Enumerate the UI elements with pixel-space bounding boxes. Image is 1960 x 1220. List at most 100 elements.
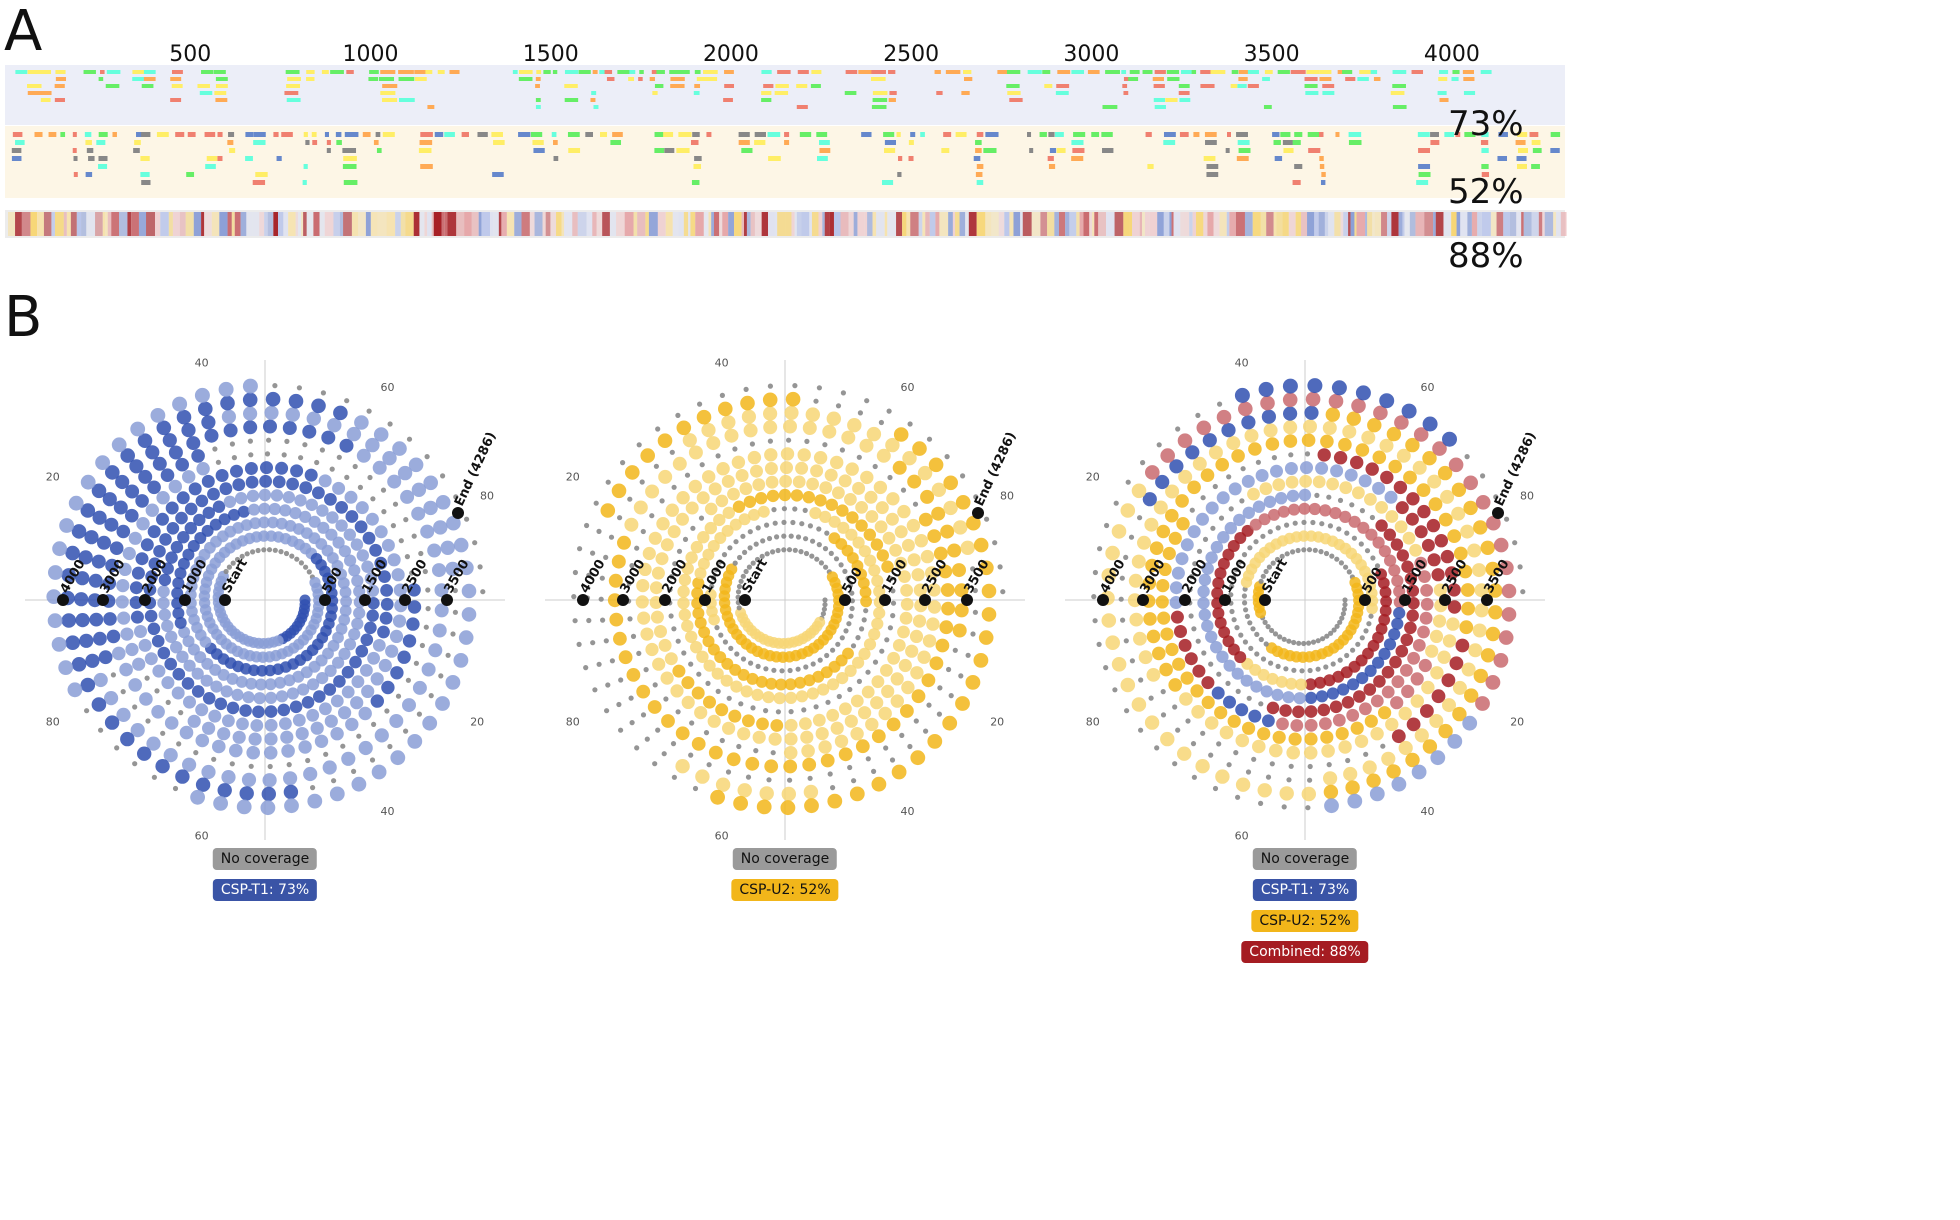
radial-tick-label: 60 [1235,830,1249,843]
residue-dot [175,769,190,784]
panel-b-letter: B [4,285,43,350]
peptide-mark [535,77,541,81]
residue-dot [885,437,900,453]
residue-dot [229,441,235,447]
peptide-mark [871,77,886,81]
residue-dot [805,407,820,422]
residue-dot [380,584,393,597]
residue-dot [764,522,770,528]
heat-mark [306,212,314,236]
residue-dot [608,573,623,588]
residue-dot [681,695,695,710]
residue-dot [242,378,258,394]
heat-mark [506,212,515,236]
heat-mark [481,212,491,236]
residue-dot [304,468,318,482]
csp-t1-coverage-percent: 73% [1448,104,1524,144]
residue-dot [1375,519,1388,532]
peptide-mark [819,140,830,145]
residue-dot [1462,715,1478,731]
residue-dot [211,756,217,762]
residue-dot [773,692,786,705]
residue-dot [801,707,807,713]
residue-dot [374,728,389,743]
csp-u2-coverage-percent: 52% [1448,172,1524,212]
peptide-mark [1348,132,1362,137]
residue-dot [335,519,348,532]
peptide-mark [1304,77,1318,81]
residue-dot [1390,538,1404,551]
heat-mark [703,212,709,236]
residue-dot [143,583,157,596]
heat-mark [37,212,44,236]
residue-dot [389,714,404,728]
residue-dot [879,648,885,654]
residue-dot [946,666,952,673]
residue-dot [816,526,822,532]
residue-dot [61,568,77,583]
residue-dot [1155,474,1170,490]
residue-dot [1461,662,1476,677]
residue-dot [340,595,352,608]
residue-dot [374,556,388,570]
residue-dot [98,650,113,665]
residue-dot [407,600,422,614]
peptide-mark [1091,132,1100,137]
residue-dot [1219,725,1234,740]
residue-dot [453,537,469,553]
residue-dot [151,634,165,648]
residue-dot [1402,531,1416,545]
residue-dot [1341,696,1355,709]
heat-mark [441,212,445,236]
residue-dot [781,533,787,539]
peptide-mark [817,156,828,161]
residue-dot [891,764,907,780]
residue-dot [312,486,325,500]
residue-dot [1326,687,1339,700]
peptide-mark [437,70,445,74]
residue-dot [1258,513,1271,526]
peptide-mark [1481,132,1489,137]
position-marker [97,594,109,606]
residue-dot [1317,703,1331,717]
residue-dot [1120,617,1126,623]
residue-dot [593,500,599,506]
residue-dot [1226,436,1241,451]
residue-dot [128,678,142,692]
residue-dot [897,504,911,519]
residue-dot [670,684,684,698]
residue-dot [1268,660,1274,666]
residue-dot [923,728,929,734]
residue-dot [339,438,354,453]
residue-dot [156,512,169,526]
peptide-mark [1392,105,1407,109]
residue-dot [764,448,778,462]
residue-dot [1292,705,1305,719]
residue-dot [286,687,299,700]
residue-dot [965,675,981,690]
residue-dot [193,750,199,756]
residue-dot [755,492,768,505]
residue-dot [727,487,740,501]
residue-dot [1229,608,1235,615]
residue-dot [1226,474,1232,480]
residue-dot [176,491,190,505]
residue-dot [400,489,415,504]
heat-mark [444,212,448,236]
residue-dot [1304,718,1318,732]
residue-dot [1250,680,1263,693]
heat-mark [358,212,366,236]
peptide-mark [1206,172,1219,177]
peptide-mark [398,98,415,102]
peptide-mark [1167,77,1180,81]
residue-dot [215,459,221,465]
residue-dot [750,560,756,566]
peptide-mark [896,132,901,137]
residue-dot [917,465,933,481]
residue-dot [202,692,216,705]
residue-dot [667,587,673,593]
residue-dot [110,672,116,678]
residue-dot [263,746,278,760]
heat-mark [1544,212,1554,236]
